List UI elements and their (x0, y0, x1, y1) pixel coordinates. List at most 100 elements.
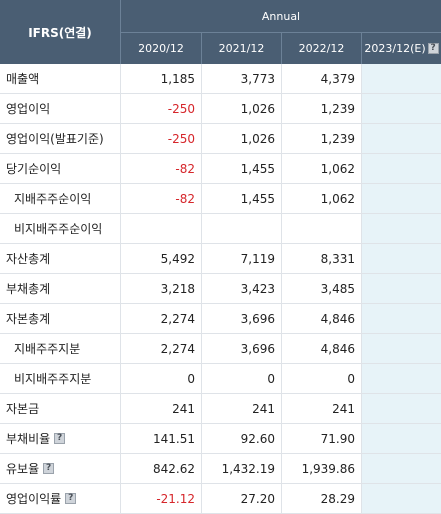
value-cell (202, 214, 282, 243)
estimate-value-cell (362, 124, 441, 153)
row-label-text: 비지배주주지분 (14, 372, 92, 386)
value-cell: 3,218 (121, 274, 202, 303)
year-header-2020: 2020/12 (121, 33, 202, 64)
value-cell: 92.60 (202, 424, 282, 453)
accounting-standard-header: IFRS(연결) (0, 0, 121, 64)
estimate-value-cell (362, 244, 441, 273)
row-label: 비지배주주순이익 (0, 214, 121, 243)
row-label-text: 당기순이익 (6, 162, 62, 176)
value-cell: 0 (121, 364, 202, 393)
value-cell: 2,274 (121, 304, 202, 333)
table-row: 부채비율? 141.51 92.60 71.90 (0, 424, 441, 454)
value-cell: 842.62 (121, 454, 202, 483)
value-cell (282, 214, 362, 243)
estimate-value-cell (362, 94, 441, 123)
row-label-text: 자본총계 (6, 312, 51, 326)
row-label-text: 영업이익(발표기준) (6, 132, 104, 146)
table-row: 매출액 1,185 3,773 4,379 (0, 64, 441, 94)
value-cell: 1,239 (282, 94, 362, 123)
estimate-value-cell (362, 64, 441, 93)
estimate-value-cell (362, 454, 441, 483)
value-cell: 0 (202, 364, 282, 393)
value-cell: 8,331 (282, 244, 362, 273)
value-cell: 1,062 (282, 154, 362, 183)
value-cell: 3,696 (202, 334, 282, 363)
table-row: 영업이익 -250 1,026 1,239 (0, 94, 441, 124)
value-cell: 241 (202, 394, 282, 423)
row-label: 부채총계 (0, 274, 121, 303)
value-cell: 4,846 (282, 334, 362, 363)
help-icon[interactable]: ? (65, 493, 77, 504)
table-row: 유보율? 842.62 1,432.19 1,939.86 (0, 454, 441, 484)
value-cell: -250 (121, 124, 202, 153)
row-label: 비지배주주지분 (0, 364, 121, 393)
table-row: 지배주주순이익 -82 1,455 1,062 (0, 184, 441, 214)
value-cell: 4,379 (282, 64, 362, 93)
value-cell: 3,696 (202, 304, 282, 333)
estimate-value-cell (362, 364, 441, 393)
row-label-text: 지배주주지분 (14, 342, 81, 356)
row-label: 자본총계 (0, 304, 121, 333)
help-icon[interactable]: ? (427, 43, 439, 54)
annual-group-header: Annual (121, 0, 441, 33)
value-cell: 3,485 (282, 274, 362, 303)
value-cell: -21.12 (121, 484, 202, 513)
table-row: 부채총계 3,218 3,423 3,485 (0, 274, 441, 304)
row-label-text: 매출액 (6, 72, 40, 86)
row-label: 영업이익률? (0, 484, 121, 513)
row-label-text: 영업이익 (6, 102, 51, 116)
value-cell: 1,239 (282, 124, 362, 153)
row-label-text: 자본금 (6, 402, 40, 416)
value-cell: 141.51 (121, 424, 202, 453)
value-cell: 1,939.86 (282, 454, 362, 483)
value-cell: 1,455 (202, 154, 282, 183)
year-header-2023-estimate: 2023/12(E) ? (362, 33, 441, 64)
value-cell: 3,423 (202, 274, 282, 303)
value-cell: 1,026 (202, 124, 282, 153)
row-label: 부채비율? (0, 424, 121, 453)
row-label: 당기순이익 (0, 154, 121, 183)
value-cell: 5,492 (121, 244, 202, 273)
estimate-value-cell (362, 304, 441, 333)
help-icon[interactable]: ? (54, 433, 66, 444)
table-row: 자본금 241 241 241 (0, 394, 441, 424)
year-header-2021: 2021/12 (202, 33, 282, 64)
table-row: 지배주주지분 2,274 3,696 4,846 (0, 334, 441, 364)
estimate-value-cell (362, 424, 441, 453)
estimate-value-cell (362, 184, 441, 213)
row-label: 지배주주지분 (0, 334, 121, 363)
row-label: 자산총계 (0, 244, 121, 273)
estimate-value-cell (362, 394, 441, 423)
value-cell: 2,274 (121, 334, 202, 363)
row-label-text: 지배주주순이익 (14, 192, 92, 206)
value-cell: 71.90 (282, 424, 362, 453)
row-label-text: 영업이익률 (6, 492, 62, 506)
value-cell: 27.20 (202, 484, 282, 513)
estimate-value-cell (362, 154, 441, 183)
table-row: 당기순이익 -82 1,455 1,062 (0, 154, 441, 184)
row-label-text: 비지배주주순이익 (14, 222, 103, 236)
value-cell: 28.29 (282, 484, 362, 513)
row-label: 유보율? (0, 454, 121, 483)
value-cell: 7,119 (202, 244, 282, 273)
row-label-text: 자산총계 (6, 252, 51, 266)
value-cell: 1,185 (121, 64, 202, 93)
estimate-value-cell (362, 274, 441, 303)
value-cell: 3,773 (202, 64, 282, 93)
row-label-text: 부채비율 (6, 432, 51, 446)
row-label-text: 유보율 (6, 462, 40, 476)
value-cell: 4,846 (282, 304, 362, 333)
value-cell: 1,026 (202, 94, 282, 123)
table-row: 영업이익(발표기준) -250 1,026 1,239 (0, 124, 441, 154)
table-row: 비지배주주순이익 (0, 214, 441, 244)
table-row: 자본총계 2,274 3,696 4,846 (0, 304, 441, 334)
row-label: 지배주주순이익 (0, 184, 121, 213)
estimate-value-cell (362, 214, 441, 243)
table-row: 비지배주주지분 0 0 0 (0, 364, 441, 394)
row-label: 자본금 (0, 394, 121, 423)
help-icon[interactable]: ? (43, 463, 55, 474)
value-cell: 1,432.19 (202, 454, 282, 483)
value-cell (121, 214, 202, 243)
year-header-2022: 2022/12 (282, 33, 362, 64)
value-cell: -82 (121, 184, 202, 213)
